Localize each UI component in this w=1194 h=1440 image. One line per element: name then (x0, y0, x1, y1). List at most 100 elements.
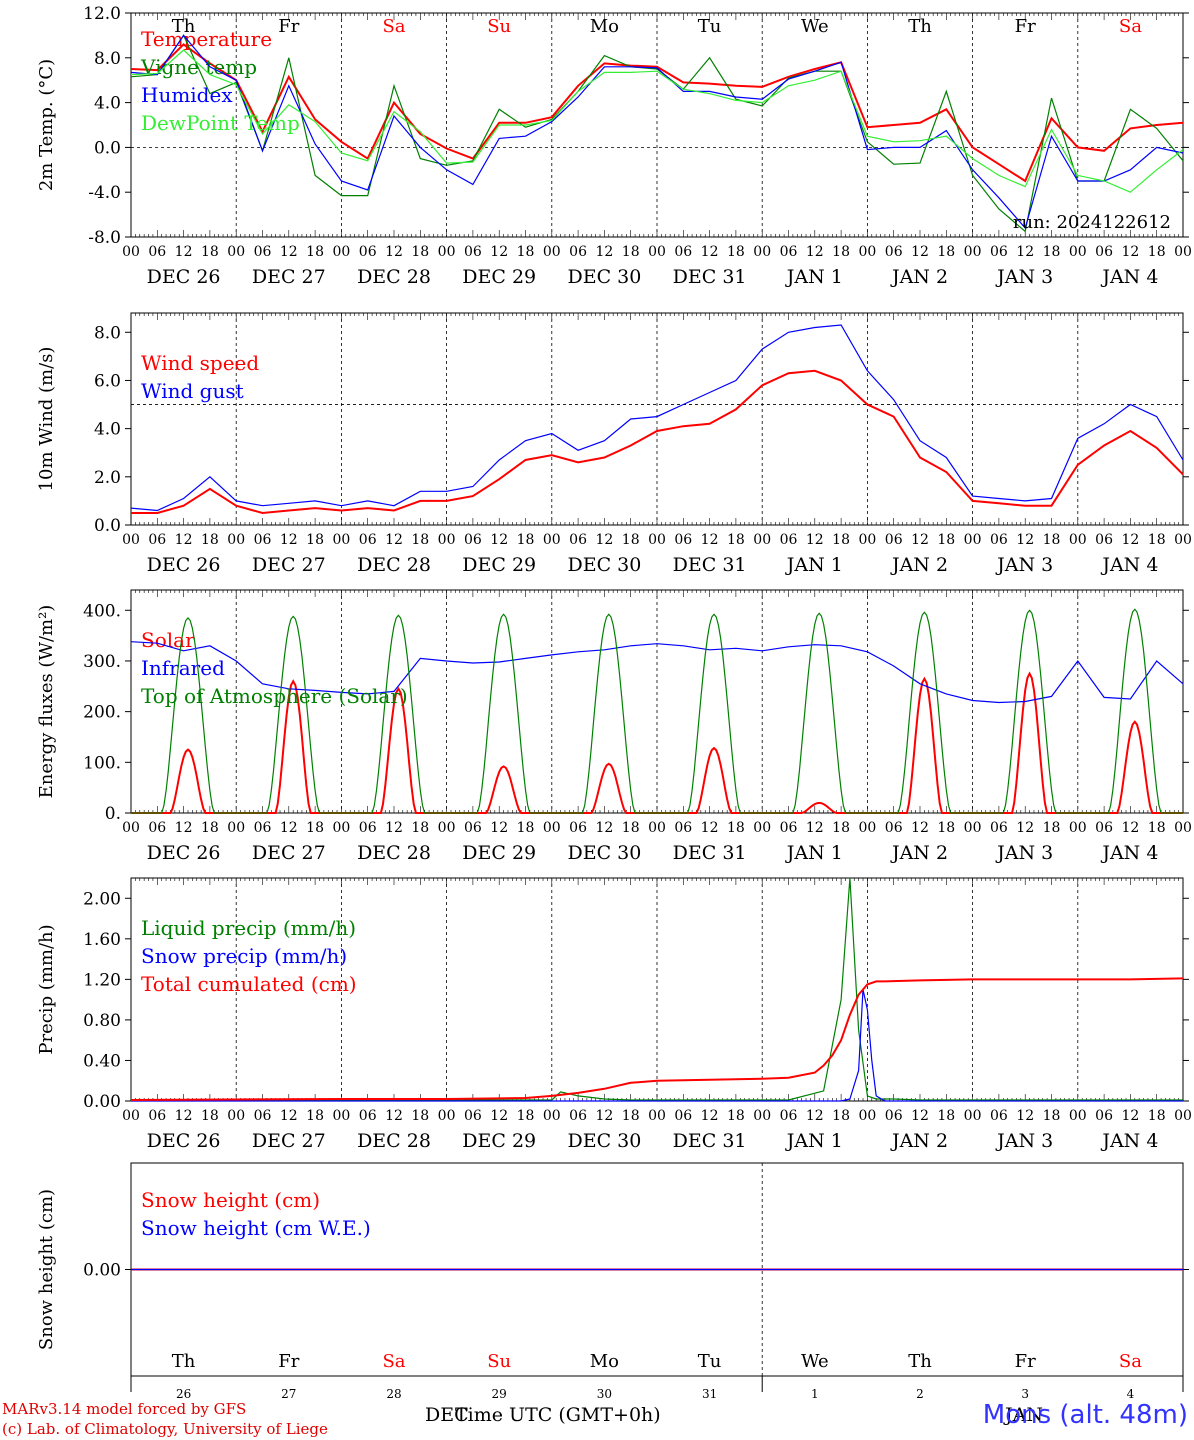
date-label: DEC 27 (252, 1130, 326, 1152)
date-label: DEC 30 (567, 1130, 641, 1152)
hour-tick-label: 00 (122, 1108, 140, 1124)
day-abbr-label: Tu (698, 1351, 722, 1372)
y-tick-label: 200. (83, 703, 121, 723)
hour-tick-label: 18 (832, 1108, 850, 1124)
hour-tick-label: 06 (569, 244, 587, 260)
hour-tick-label: 00 (332, 1108, 350, 1124)
hour-tick-label: 06 (885, 532, 903, 548)
hour-tick-label: 06 (148, 532, 166, 548)
hour-tick-label: 18 (622, 820, 640, 836)
model-credit: MARv3.14 model forced by GFS (2, 1400, 247, 1418)
series-line-green (131, 608, 1183, 814)
hour-tick-label: 06 (464, 532, 482, 548)
hour-tick-label: 06 (674, 820, 692, 836)
hour-tick-label: 06 (780, 1108, 798, 1124)
hour-tick-label: 06 (1095, 532, 1113, 548)
hour-tick-label: 06 (1095, 1108, 1113, 1124)
hour-tick-label: 12 (280, 244, 298, 260)
hour-tick-label: 12 (385, 532, 403, 548)
y-tick-label: 4.0 (94, 94, 121, 114)
hour-tick-label: 06 (885, 244, 903, 260)
panel-3: 0. 100. 200. 300. 400. Energy fluxes (W/m²) 00… (36, 589, 1192, 864)
hour-tick-label: 00 (122, 532, 140, 548)
y-tick-label: -4.0 (88, 183, 121, 203)
hour-tick-label: 12 (806, 1108, 824, 1124)
hour-tick-label: 00 (227, 820, 245, 836)
date-label: DEC 31 (673, 266, 747, 288)
hour-tick-label: 00 (543, 820, 561, 836)
legend-entry: DewPoint Temp (141, 111, 300, 135)
date-label: JAN 3 (995, 554, 1053, 576)
date-label: JAN 2 (890, 554, 948, 576)
hour-tick-label: 06 (148, 244, 166, 260)
y-tick-label: 0.00 (83, 1261, 121, 1281)
date-label: DEC 26 (147, 842, 221, 864)
hour-tick-label: 06 (780, 532, 798, 548)
hour-tick-label: 00 (1174, 820, 1192, 836)
day-abbr-label: Su (487, 1351, 511, 1372)
date-label: JAN 2 (890, 266, 948, 288)
hour-tick-label: 00 (543, 532, 561, 548)
y-tick-label: 12.0 (83, 4, 121, 24)
panel-2: 0.0 2.0 4.0 6.0 8.0 10m Wind (m/s) 00 06 12 18 DEC… (36, 312, 1192, 576)
hour-tick-label: 12 (701, 820, 719, 836)
hour-tick-label: 12 (1016, 532, 1034, 548)
day-abbr-label: Mo (590, 1351, 619, 1372)
hour-tick-label: 12 (385, 820, 403, 836)
station-name: Mons (alt. 48m) (982, 1400, 1188, 1430)
hour-tick-label: 06 (1095, 244, 1113, 260)
date-label: DEC 30 (567, 842, 641, 864)
hour-tick-label: 00 (122, 244, 140, 260)
hour-tick-label: 00 (332, 244, 350, 260)
hour-tick-label: 12 (701, 1108, 719, 1124)
y-tick-label: -8.0 (88, 228, 121, 248)
hour-tick-label: 12 (1121, 820, 1139, 836)
hour-tick-label: 00 (1069, 1108, 1087, 1124)
y-axis-label: Energy fluxes (W/m²) (36, 605, 57, 799)
month-label-jan: JAN (1005, 1404, 1043, 1426)
hour-tick-label: 06 (569, 532, 587, 548)
hour-tick-label: 06 (254, 244, 272, 260)
day-number-label: 28 (386, 1387, 401, 1401)
hour-tick-label: 12 (385, 1108, 403, 1124)
hour-tick-label: 12 (1121, 532, 1139, 548)
hour-tick-label: 06 (254, 820, 272, 836)
hour-tick-label: 12 (595, 532, 613, 548)
date-label: DEC 29 (462, 1130, 536, 1152)
legend-entry: Snow precip (mm/h) (141, 944, 347, 968)
hour-tick-label: 18 (727, 532, 745, 548)
day-abbr-label: Tu (698, 16, 722, 37)
legend-entry: Liquid precip (mm/h) (141, 916, 356, 940)
hour-tick-label: 18 (1043, 532, 1061, 548)
hour-tick-label: 00 (1069, 244, 1087, 260)
hour-tick-label: 00 (122, 820, 140, 836)
hour-tick-label: 12 (911, 532, 929, 548)
hour-tick-label: 00 (648, 532, 666, 548)
hour-tick-label: 18 (832, 244, 850, 260)
y-axis-label: Snow height (cm) (36, 1189, 57, 1350)
hour-tick-label: 06 (359, 1108, 377, 1124)
hour-tick-label: 12 (595, 820, 613, 836)
hour-tick-label: 06 (780, 820, 798, 836)
day-abbr-label: Sa (382, 16, 405, 37)
hour-tick-label: 00 (964, 820, 982, 836)
date-label: DEC 29 (462, 842, 536, 864)
date-label: DEC 31 (673, 1130, 747, 1152)
hour-tick-label: 00 (438, 1108, 456, 1124)
lab-credit: (c) Lab. of Climatology, University of L… (2, 1420, 328, 1438)
hour-tick-label: 00 (858, 244, 876, 260)
hour-tick-label: 18 (622, 244, 640, 260)
hour-tick-label: 18 (517, 820, 535, 836)
hour-tick-label: 06 (990, 820, 1008, 836)
hour-tick-label: 06 (148, 820, 166, 836)
hour-tick-label: 18 (1148, 532, 1166, 548)
day-abbr-label: Sa (1119, 1351, 1142, 1372)
run-annotation: run: 2024122612 (1013, 212, 1171, 233)
hour-tick-label: 00 (648, 1108, 666, 1124)
day-abbr-label: Fr (278, 1351, 299, 1372)
series-line-blue (130, 324, 1184, 512)
day-abbr-label: Sa (1119, 16, 1142, 37)
hour-tick-label: 00 (543, 1108, 561, 1124)
hour-tick-label: 12 (701, 244, 719, 260)
hour-tick-label: 18 (306, 532, 324, 548)
